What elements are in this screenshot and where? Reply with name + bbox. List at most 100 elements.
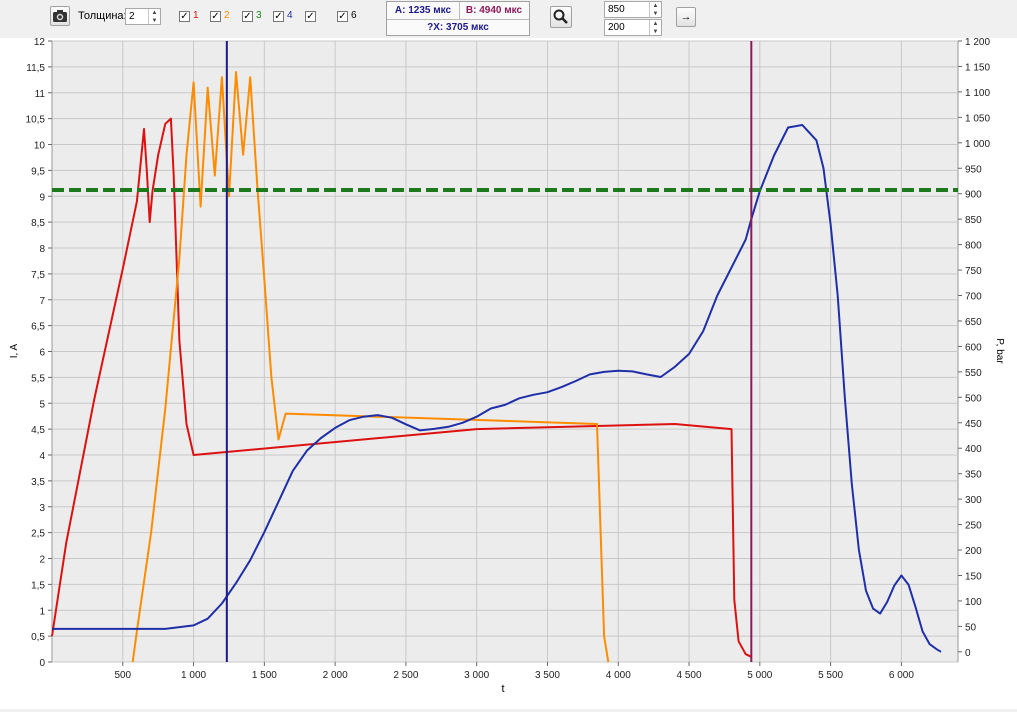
channel-5-checkbox[interactable]: ✓ [305, 11, 316, 22]
thickness-stepper[interactable]: 2 ▲ ▼ [125, 8, 161, 25]
chevron-up-icon[interactable]: ▲ [151, 10, 158, 16]
y-left-tick-label: 3 [39, 503, 45, 514]
channel-3-label: 3 [256, 10, 262, 21]
x-tick-label: 3 500 [535, 670, 560, 681]
y-right-tick-label: 650 [965, 317, 982, 328]
y-left-tick-label: 9,5 [31, 166, 45, 177]
y-left-tick-label: 11,5 [26, 63, 45, 74]
chevron-up-icon[interactable]: ▲ [652, 21, 659, 27]
y-right-tick-label: 300 [965, 495, 982, 506]
y-left-tick-label: 1,5 [31, 580, 45, 591]
x-tick-label: 5 000 [747, 670, 772, 681]
x-tick-label: 1 000 [181, 670, 206, 681]
y-left-tick-label: 7 [39, 296, 45, 307]
left-axis-label: I, A [9, 343, 20, 358]
x-axis-ticks: 500 1 000 1 500 2 000 2 500 3 000 3 500 4 000 4 … [114, 662, 914, 681]
chevron-up-icon[interactable]: ▲ [652, 3, 659, 9]
range-max-input[interactable]: 850 ▲ ▼ [604, 1, 662, 18]
chevron-down-icon[interactable]: ▼ [652, 28, 659, 35]
range-max-value: 850 [608, 4, 625, 15]
channel-2-checkbox[interactable]: ✓ [210, 11, 221, 22]
y-right-tick-label: 1 150 [965, 62, 990, 73]
chevron-down-icon[interactable]: ▼ [151, 17, 158, 24]
y-left-tick-label: 2 [39, 555, 45, 566]
chart[interactable]: 50 0 1 000 1 500 2 000 2 500 3 000 3 500 4 000 4 … [0, 37, 1017, 709]
channel-6-checkbox[interactable]: ✓ [337, 11, 348, 22]
x-tick-label: 6 000 [889, 670, 914, 681]
y-left-tick-label: 9 [39, 192, 45, 203]
y-right-tick-label: 400 [965, 444, 982, 455]
y-right-tick-label: 800 [965, 241, 982, 252]
thickness-value: 2 [129, 11, 135, 22]
x-tick-label: 2 500 [393, 670, 418, 681]
y-left-tick-label: 1 [39, 606, 45, 617]
y-left-tick-label: 0,5 [31, 632, 45, 643]
y-left-tick-label: 7,5 [31, 270, 45, 281]
channel-3-checkbox[interactable]: ✓ [242, 11, 253, 22]
x-tick-label: 2 000 [323, 670, 348, 681]
y-left-tick-label: 3,5 [31, 477, 45, 488]
y-right-tick-label: 50 [965, 622, 977, 633]
y-right-tick-label: 700 [965, 292, 982, 303]
cursor-a-readout: A: 1235 мкс [387, 2, 460, 20]
x-tick-label: 5 500 [818, 670, 843, 681]
y-right-tick-label: 250 [965, 521, 982, 532]
y-left-tick-label: 10,5 [26, 115, 46, 126]
magnifier-icon [553, 9, 568, 24]
cursor-b-readout: B: 4940 мкс [459, 2, 529, 20]
range-min-input[interactable]: 200 ▲ ▼ [604, 19, 662, 36]
y-left-tick-label: 2,5 [31, 529, 45, 540]
series-line-3 [52, 124, 942, 653]
right-axis-label: P, bar [994, 338, 1005, 364]
y-left-tick-label: 4,5 [31, 425, 45, 436]
chevron-down-icon[interactable]: ▼ [652, 10, 659, 17]
channel-6-label: 6 [351, 10, 357, 21]
cursor-readout: A: 1235 мкс B: 4940 мкс ?X: 3705 мкс [386, 1, 530, 36]
grid [52, 40, 958, 663]
y-left-tick-label: 0 [39, 658, 45, 669]
y-right-tick-label: 450 [965, 419, 982, 430]
x-axis-label: t [501, 683, 504, 695]
x-tick-label: 4 000 [606, 670, 631, 681]
cursor-delta-readout: ?X: 3705 мкс [427, 22, 489, 33]
thickness-label: Толщина: [78, 10, 127, 22]
y-right-tick-label: 550 [965, 368, 982, 379]
y-left-tick-label: 6,5 [31, 322, 45, 333]
y-right-tick-label: 1 000 [965, 139, 990, 150]
y-right-tick-label: 900 [965, 190, 982, 201]
zoom-button[interactable] [550, 6, 572, 28]
y-right-tick-label: 350 [965, 470, 982, 481]
x-tick-label: 4 500 [677, 670, 702, 681]
screenshot-button[interactable] [50, 6, 70, 26]
channel-1-checkbox[interactable]: ✓ [179, 11, 190, 22]
y-left-tick-label: 10 [34, 141, 46, 152]
y-left-tick-label: 4 [39, 451, 45, 462]
arrow-right-icon: → [680, 11, 692, 23]
camera-icon [53, 10, 67, 22]
channel-1-label: 1 [193, 10, 199, 21]
left-axis-ticks: 00,511,522,533,544,555,566,577,588,599,5… [26, 37, 52, 669]
y-right-tick-label: 1 100 [965, 88, 990, 99]
y-left-tick-label: 5,5 [31, 373, 45, 384]
x-tick-label: 1 500 [252, 670, 277, 681]
range-min-value: 200 [608, 22, 625, 33]
x-tick-label: 3 000 [464, 670, 489, 681]
channel-4-checkbox[interactable]: ✓ [273, 11, 284, 22]
y-left-tick-label: 8,5 [31, 218, 45, 229]
apply-range-button[interactable]: → [676, 7, 696, 27]
y-left-tick-label: 5 [39, 399, 45, 410]
series-line-2 [131, 71, 610, 663]
channel-4-label: 4 [287, 10, 293, 21]
y-right-tick-label: 600 [965, 342, 982, 353]
y-right-tick-label: 950 [965, 164, 982, 175]
toolbar: Толщина: 2 ▲ ▼ ✓ 1 ✓ 2 ✓ 3 ✓ 4 ✓ ✓ 6 A: 1… [0, 0, 1017, 38]
overlay-layer [52, 41, 958, 662]
y-right-tick-label: 100 [965, 597, 982, 608]
y-left-tick-label: 12 [34, 38, 46, 48]
right-axis-ticks: 0 50 100 150 200 250 300 350 400 450 500 550 600 650 7… [958, 37, 990, 659]
y-right-tick-label: 200 [965, 546, 982, 557]
y-right-tick-label: 1 200 [965, 38, 990, 48]
y-right-tick-label: 150 [965, 571, 982, 582]
y-left-tick-label: 8 [39, 244, 45, 255]
y-right-tick-label: 850 [965, 215, 982, 226]
